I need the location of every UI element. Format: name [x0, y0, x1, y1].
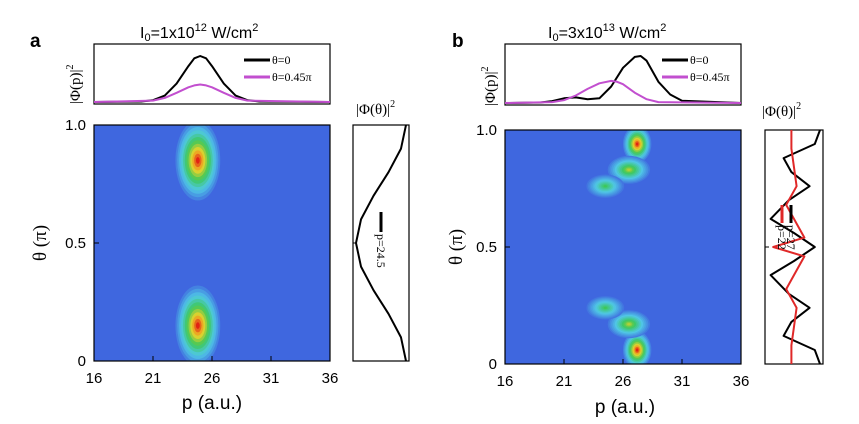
- heatmap-lobe-2-level-11: [603, 306, 607, 309]
- ytick-label: 1.0: [65, 117, 86, 134]
- intensity-exp-b: 13: [603, 22, 615, 34]
- heatmap-lobe-4-level-11: [627, 168, 631, 171]
- legend-label-theta045-b: θ=0.45π: [690, 70, 730, 84]
- top-plot-series-0: [93, 55, 331, 103]
- side-legend-label-p245-a: p=24.5: [374, 234, 388, 268]
- top-plot-series-1: [504, 79, 742, 104]
- heatmap-lobe-3-level-11: [635, 142, 639, 146]
- intensity-unit-b: W/cm: [615, 25, 660, 42]
- heatmap-lobe-0-level-11: [195, 322, 200, 329]
- legend-label-theta0-b: θ=0: [690, 53, 709, 67]
- xtick-label: 36: [322, 370, 339, 387]
- legend-label-theta0-a: θ=0: [272, 53, 291, 67]
- side-legend-label-p27-b: p=27: [784, 225, 798, 250]
- heatmap-lobe-0-level-11: [635, 348, 639, 352]
- xtick-label: 21: [556, 373, 573, 390]
- xlabel-a: p (a.u.): [182, 393, 242, 414]
- side-plot-title-text-b: |Φ(θ)|: [762, 104, 796, 120]
- side-legend-b: p=27 p=22: [775, 205, 798, 250]
- intensity-title-a: I0=1x1012 W/cm2: [140, 22, 258, 44]
- side-plot-title-b: |Φ(θ)|2: [762, 101, 801, 120]
- ytick-label: 1.0: [476, 122, 497, 139]
- heatmap-lobe-1-level-11: [195, 157, 200, 164]
- intensity-sub-b: 0: [552, 32, 558, 44]
- ylabel-a: θ (π): [30, 225, 51, 261]
- ytick-label: 0.5: [65, 235, 86, 252]
- xtick-label: 16: [86, 370, 103, 387]
- side-plot-title-text-a: |Φ(θ)|: [356, 102, 390, 118]
- side-plot-title-exp-b: 2: [796, 101, 801, 112]
- side-legend-a: p=24.5: [374, 212, 388, 268]
- top-plot-ylabel-b: |Φ(p)|2: [480, 67, 499, 106]
- top-plot-ylabel-a: |Φ(p)|2: [65, 65, 84, 104]
- side-plot-series-1: [772, 130, 806, 364]
- top-plot-series-0: [504, 55, 742, 104]
- top-plot-ylabel-exp-b: 2: [480, 67, 491, 72]
- ytick-label: 0: [489, 356, 497, 373]
- side-plot-title-exp-a: 2: [390, 99, 395, 110]
- xtick-label: 16: [497, 373, 514, 390]
- intensity-sub-a: 0: [144, 32, 150, 44]
- intensity-title-b: I0=3x1013 W/cm2: [548, 22, 666, 44]
- top-plot-series-1: [93, 83, 331, 103]
- intensity-unit-a: W/cm: [207, 25, 252, 42]
- top-plot-ylabel-text-b: |Φ(p)|: [483, 72, 499, 106]
- intensity-unit-exp-a: 2: [252, 22, 258, 34]
- side-plot-series-0: [769, 129, 821, 365]
- heatmap-lobe-1-level-11: [627, 323, 631, 326]
- xtick-label: 31: [263, 370, 280, 387]
- ytick-label: 0.5: [476, 239, 497, 256]
- xtick-label: 36: [733, 373, 750, 390]
- top-plot-b: [504, 55, 742, 104]
- side-plot-title-a: |Φ(θ)|2: [356, 99, 395, 118]
- panel-label-b: b: [452, 31, 464, 52]
- xtick-label: 21: [145, 370, 162, 387]
- side-plot-b: [765, 129, 821, 365]
- intensity-symbol-a: I: [140, 25, 144, 42]
- heatmap-a: [175, 125, 221, 361]
- intensity-exp-a: 12: [195, 22, 207, 34]
- ylabel-b: θ (π): [446, 229, 467, 265]
- top-plot-ylabel-exp-a: 2: [65, 65, 76, 70]
- legend-label-theta045-a: θ=0.45π: [272, 70, 312, 84]
- panel-label-a: a: [30, 31, 41, 52]
- axes-b: 16 21 26 31 36 0 0.5 1.0: [476, 122, 749, 390]
- intensity-value-a: =1x10: [151, 25, 195, 42]
- xlabel-b: p (a.u.): [595, 397, 655, 418]
- intensity-value-b: =3x10: [559, 25, 603, 42]
- xtick-label: 26: [615, 373, 632, 390]
- top-plot-ylabel-text-a: |Φ(p)|: [68, 70, 84, 104]
- xtick-label: 26: [204, 370, 221, 387]
- top-plot-frame-a: [93, 43, 331, 105]
- ytick-label: 0: [78, 353, 86, 370]
- side-legend-label-p22-b: p=22: [775, 225, 789, 250]
- xtick-label: 31: [674, 373, 691, 390]
- intensity-unit-exp-b: 2: [660, 22, 666, 34]
- heatmap-b: [586, 130, 652, 364]
- axes-a: 16 21 26 31 36 0 0.5 1.0: [65, 117, 338, 387]
- top-plot-frame-b: [504, 43, 742, 106]
- side-plot-a: [353, 124, 407, 362]
- heatmap-lobe-5-level-11: [603, 185, 607, 188]
- intensity-symbol-b: I: [548, 25, 552, 42]
- top-plot-a: [93, 55, 331, 103]
